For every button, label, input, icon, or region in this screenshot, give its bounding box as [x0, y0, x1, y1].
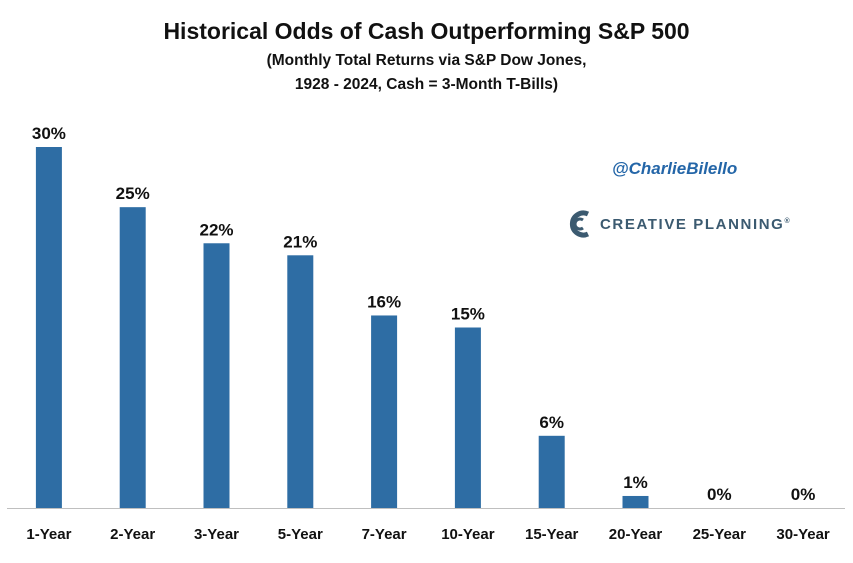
author-handle: @CharlieBilello — [612, 159, 738, 178]
x-tick-20-year: 20-Year — [609, 526, 663, 543]
x-tick-15-year: 15-Year — [525, 526, 579, 543]
chart-subtitle-line-1: (Monthly Total Returns via S&P Dow Jones… — [266, 52, 587, 69]
value-label-20-year: 1% — [623, 473, 648, 492]
value-label-2-year: 25% — [116, 184, 150, 203]
brand-logo: CREATIVE PLANNING® — [568, 209, 790, 239]
bar-10-year — [454, 327, 481, 508]
value-label-30-year: 0% — [791, 485, 816, 504]
bar-3-year — [203, 243, 230, 508]
x-tick-25-year: 25-Year — [693, 526, 747, 543]
x-tick-30-year: 30-Year — [776, 526, 830, 543]
value-label-3-year: 22% — [199, 220, 233, 239]
bar-5-year — [287, 255, 314, 508]
value-label-5-year: 21% — [283, 232, 317, 251]
value-label-25-year: 0% — [707, 485, 732, 504]
value-label-1-year: 30% — [32, 124, 66, 143]
value-labels-group: 30% 25% 22% 21% 16% 15% 6% 1% 0% 0% — [32, 124, 816, 504]
x-tick-7-year: 7-Year — [362, 526, 407, 543]
x-tick-10-year: 10-Year — [441, 526, 495, 543]
value-label-10-year: 15% — [451, 305, 485, 324]
bars-group — [35, 147, 649, 508]
chart-title: Historical Odds of Cash Outperforming S&… — [163, 18, 690, 44]
bar-20-year — [622, 495, 649, 508]
x-tick-3-year: 3-Year — [194, 526, 239, 543]
creative-planning-logo-icon — [569, 210, 590, 238]
x-tick-1-year: 1-Year — [26, 526, 71, 543]
brand-name: CREATIVE PLANNING® — [600, 215, 790, 233]
x-tick-5-year: 5-Year — [278, 526, 323, 543]
bar-15-year — [538, 435, 565, 508]
bar-7-year — [371, 315, 398, 508]
bar-1-year — [35, 147, 62, 508]
x-tick-labels-group: 1-Year 2-Year 3-Year 5-Year 7-Year 10-Year 15-… — [26, 526, 830, 543]
chart-subtitle-line-2: 1928 - 2024, Cash = 3-Month T-Bills) — [294, 76, 559, 93]
bar-2-year — [119, 207, 146, 508]
x-tick-2-year: 2-Year — [110, 526, 155, 543]
value-label-15-year: 6% — [539, 413, 564, 432]
value-label-7-year: 16% — [367, 292, 401, 311]
